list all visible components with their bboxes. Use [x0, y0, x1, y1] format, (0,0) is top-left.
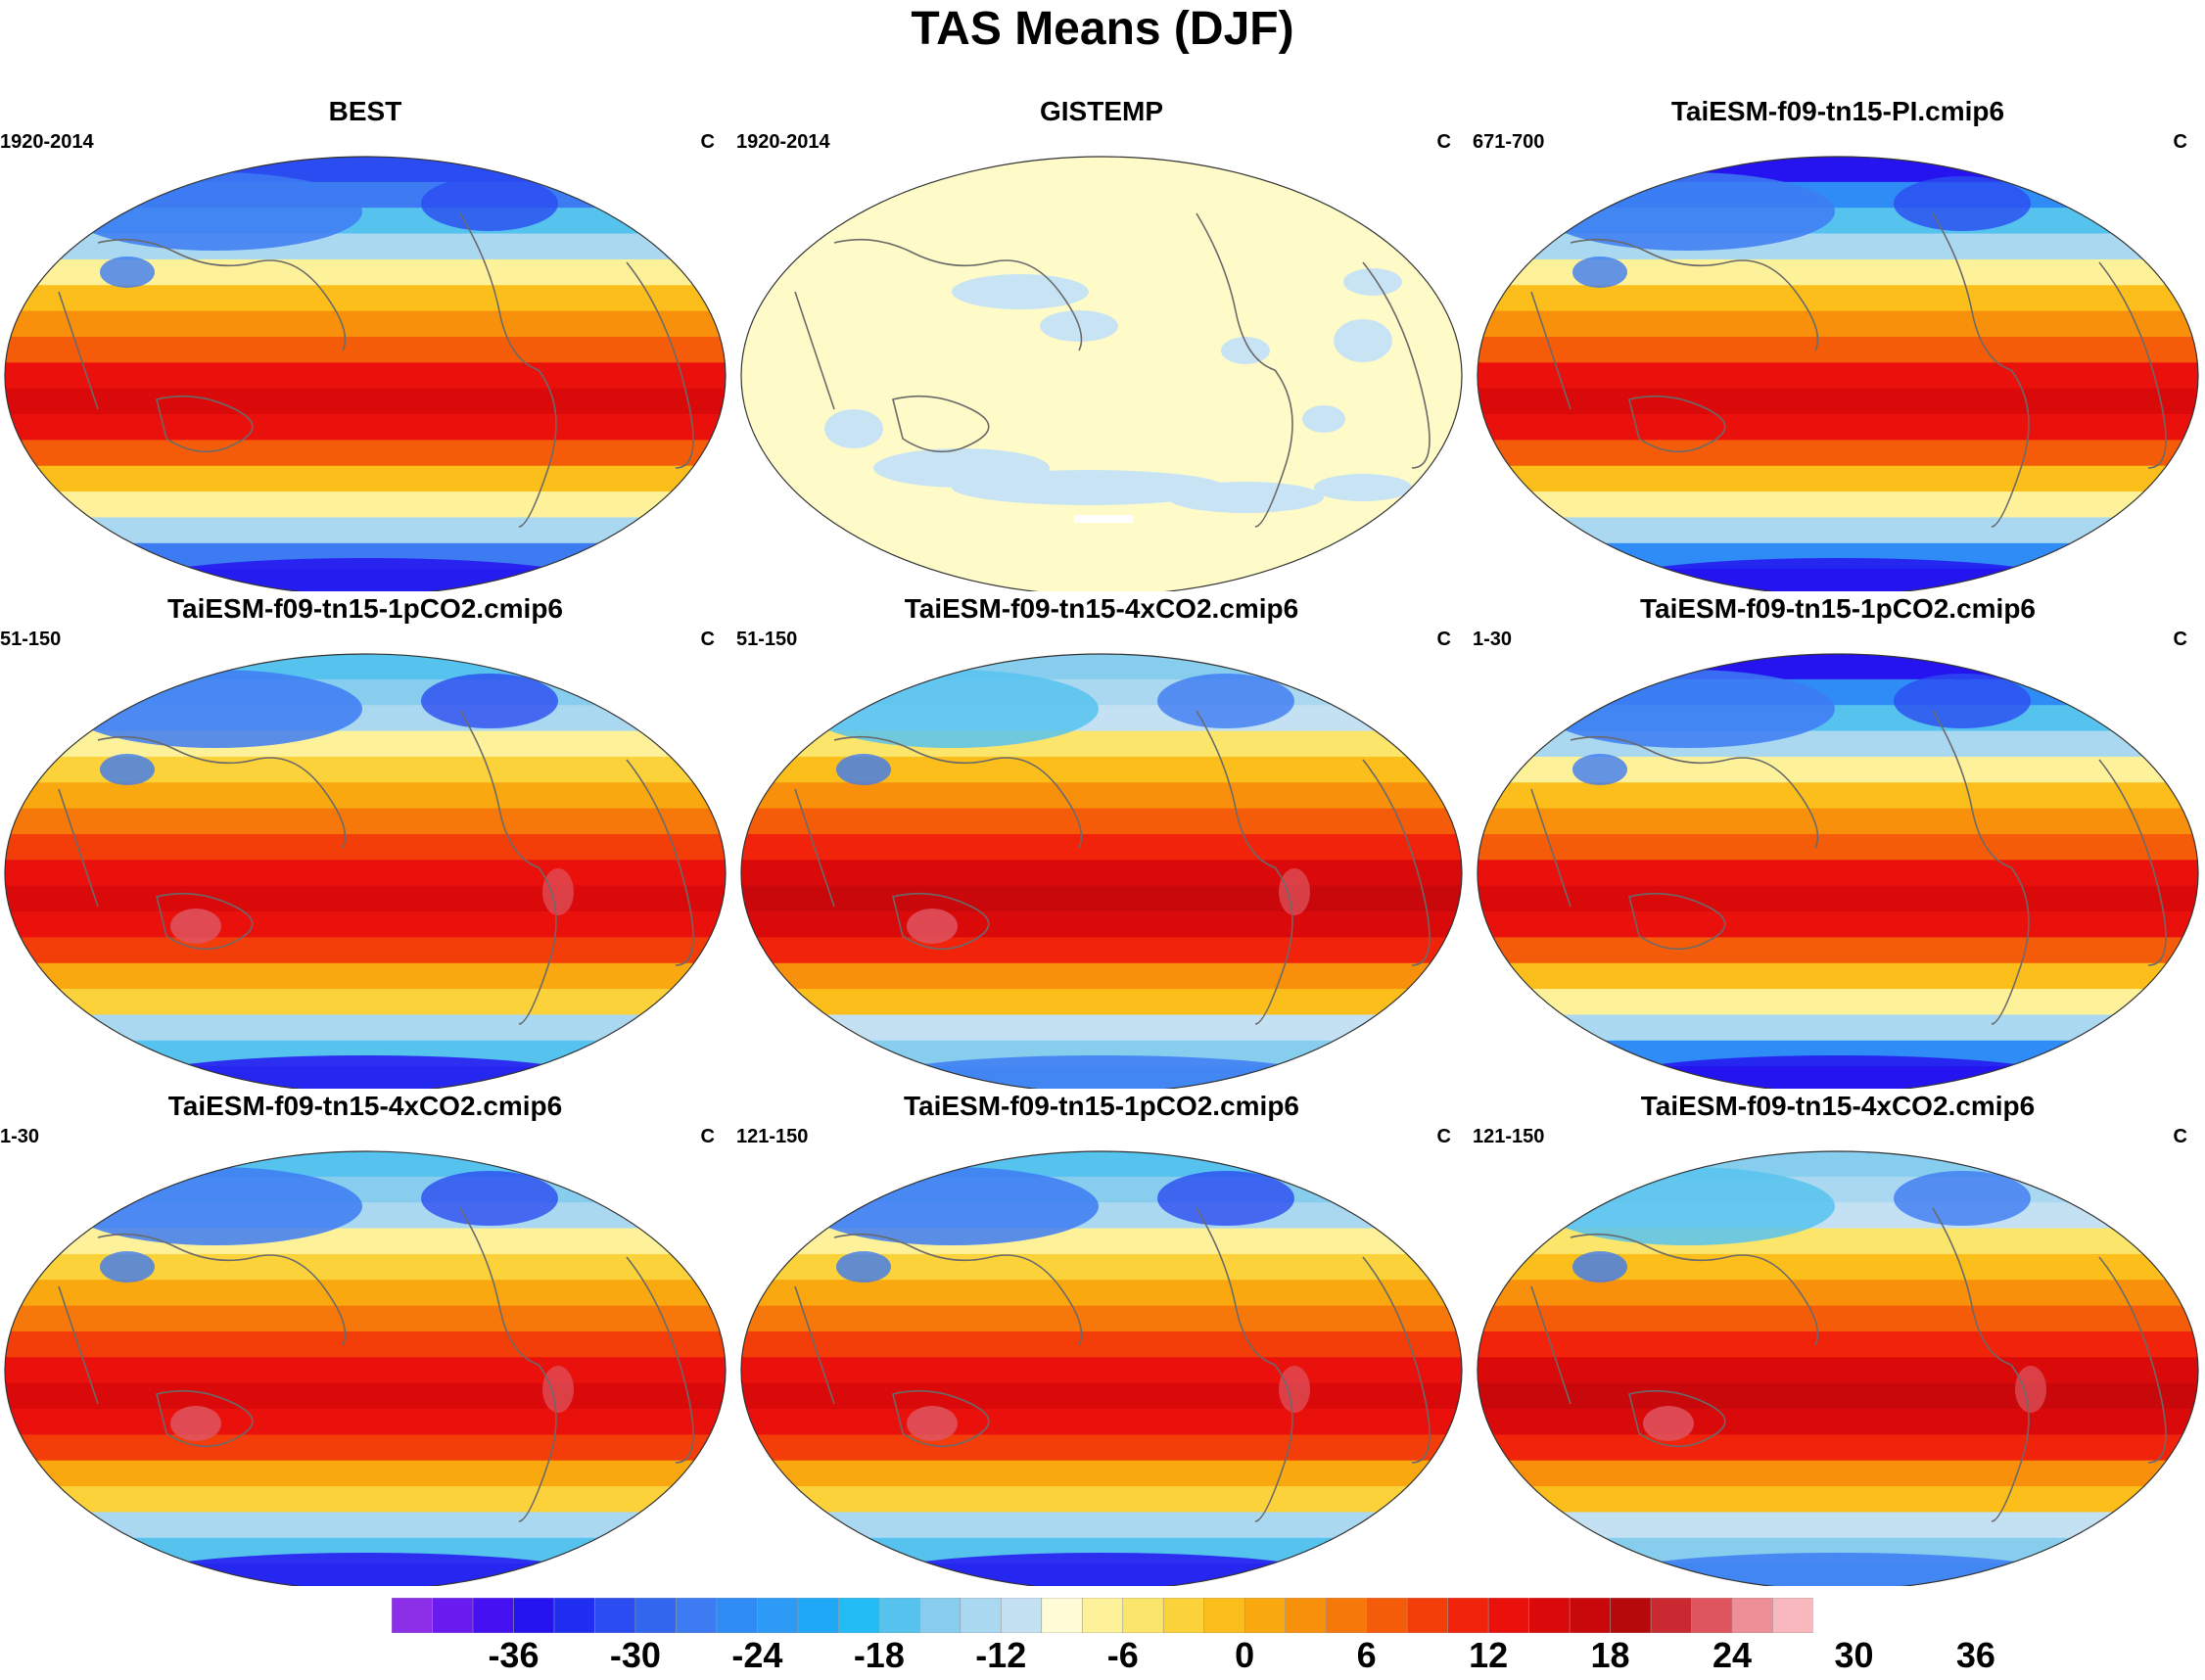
colorbar-tick-label: -18	[853, 1635, 905, 1675]
panel-title: BEST	[328, 96, 402, 126]
colorbar-box	[757, 1598, 799, 1633]
panel-units: C	[2173, 131, 2187, 153]
map-panel: TaiESM-f09-tn15-1pCO2.cmip6 51-150 C	[0, 593, 730, 1089]
panel-units: C	[1436, 629, 1451, 650]
colorbar-box	[797, 1598, 840, 1633]
panel-period: 121-150	[1473, 1126, 1545, 1147]
colorbar-tick-label: -24	[731, 1635, 783, 1675]
colorbar-tick-label: 6	[1356, 1635, 1377, 1675]
map-panel: TaiESM-f09-tn15-1pCO2.cmip6 1-30 C	[1473, 593, 2203, 1089]
colorbar-box	[1406, 1598, 1449, 1633]
colorbar-tick-label: 36	[1955, 1635, 1995, 1675]
colorbar-tick-label: -6	[1106, 1635, 1139, 1675]
map-svg	[1477, 653, 2199, 1089]
map-svg	[740, 156, 1463, 591]
panel-units: C	[2173, 1126, 2187, 1147]
panel-period: 51-150	[736, 629, 798, 650]
map-svg	[740, 1150, 1463, 1586]
panel-period: 671-700	[1473, 131, 1545, 153]
panel-title: TaiESM-f09-tn15-4xCO2.cmip6	[167, 1091, 563, 1121]
map-svg	[740, 653, 1463, 1089]
panel-units: C	[700, 629, 715, 650]
panel-title: TaiESM-f09-tn15-1pCO2.cmip6	[1639, 593, 2037, 624]
colorbar-box	[1162, 1598, 1205, 1633]
panel-period: 51-150	[0, 629, 62, 650]
colorbar-tick-label: 0	[1235, 1635, 1255, 1675]
colorbar-box	[1731, 1598, 1774, 1633]
colorbar-box	[716, 1598, 759, 1633]
page-title: TAS Means (DJF)	[911, 3, 1294, 55]
colorbar-tick-label: 30	[1834, 1635, 1874, 1675]
colorbar-box	[1000, 1598, 1043, 1633]
colorbar-box	[1447, 1598, 1489, 1633]
colorbar-tick-label: 24	[1712, 1635, 1753, 1675]
panel-title: GISTEMP	[1039, 96, 1163, 126]
colorbar-tick-label: 12	[1469, 1635, 1509, 1675]
map-panel: TaiESM-f09-tn15-1pCO2.cmip6 121-150 C	[736, 1091, 1467, 1586]
panel-units: C	[1436, 131, 1451, 153]
map-svg	[4, 653, 727, 1089]
panel-units: C	[700, 1126, 715, 1147]
map-panel: TaiESM-f09-tn15-4xCO2.cmip6 1-30 C	[0, 1091, 730, 1586]
map-svg	[4, 156, 727, 591]
panel-units: C	[2173, 629, 2187, 650]
colorbar-box	[1041, 1598, 1084, 1633]
map-svg	[4, 1150, 727, 1586]
colorbar-box	[1366, 1598, 1408, 1633]
colorbar-box	[472, 1598, 515, 1633]
colorbar-tick-label: -30	[609, 1635, 661, 1675]
panel-title: TaiESM-f09-tn15-PI.cmip6	[1670, 96, 2005, 126]
colorbar-box	[1650, 1598, 1693, 1633]
panel-period: 121-150	[736, 1126, 809, 1147]
panel-units: C	[700, 131, 715, 153]
colorbar-box	[1528, 1598, 1571, 1633]
colorbar-tick-label: 18	[1590, 1635, 1630, 1675]
colorbar-box	[960, 1598, 1003, 1633]
panel-title: TaiESM-f09-tn15-1pCO2.cmip6	[166, 593, 564, 624]
colorbar-box	[878, 1598, 921, 1633]
colorbar-tick-label: -36	[488, 1635, 540, 1675]
map-svg	[1477, 156, 2199, 591]
colorbar-box	[1081, 1598, 1124, 1633]
map-panel: TaiESM-f09-tn15-4xCO2.cmip6 51-150 C	[736, 593, 1467, 1089]
panel-title: TaiESM-f09-tn15-4xCO2.cmip6	[904, 593, 1299, 624]
panel-period: 1-30	[0, 1126, 40, 1147]
map-panel: BEST 1920-2014 C	[0, 96, 730, 591]
panel-units: C	[1436, 1126, 1451, 1147]
colorbar-box	[838, 1598, 880, 1633]
colorbar-box	[392, 1598, 434, 1633]
colorbar-box	[594, 1598, 636, 1633]
colorbar-box	[1285, 1598, 1327, 1633]
colorbar-box	[1569, 1598, 1612, 1633]
colorbar-box	[919, 1598, 962, 1633]
panel-title: TaiESM-f09-tn15-1pCO2.cmip6	[903, 1091, 1300, 1121]
colorbar-box	[676, 1598, 718, 1633]
panel-title: TaiESM-f09-tn15-4xCO2.cmip6	[1640, 1091, 2036, 1121]
colorbar-box	[1122, 1598, 1165, 1633]
colorbar-box	[1487, 1598, 1530, 1633]
panel-period: 1920-2014	[736, 131, 830, 153]
colorbar-box	[1691, 1598, 1733, 1633]
colorbar-box	[634, 1598, 678, 1633]
colorbar	[392, 1598, 1813, 1633]
panel-period: 1-30	[1473, 629, 1513, 650]
colorbar-box	[1610, 1598, 1652, 1633]
colorbar-box	[1243, 1598, 1287, 1633]
map-panel: TaiESM-f09-tn15-4xCO2.cmip6 121-150 C	[1473, 1091, 2203, 1586]
map-svg	[1477, 1150, 2199, 1586]
colorbar-box	[1772, 1598, 1813, 1633]
colorbar-box	[1325, 1598, 1368, 1633]
panel-period: 1920-2014	[0, 131, 94, 153]
colorbar-box	[1203, 1598, 1246, 1633]
colorbar-box	[513, 1598, 555, 1633]
map-panel: GISTEMP 1920-2014 C	[736, 96, 1467, 591]
colorbar-box	[432, 1598, 474, 1633]
map-panel: TaiESM-f09-tn15-PI.cmip6 671-700 C	[1473, 96, 2203, 591]
colorbar-box	[553, 1598, 596, 1633]
temperature-field	[741, 157, 1462, 591]
colorbar-tick-label: -12	[975, 1635, 1027, 1675]
